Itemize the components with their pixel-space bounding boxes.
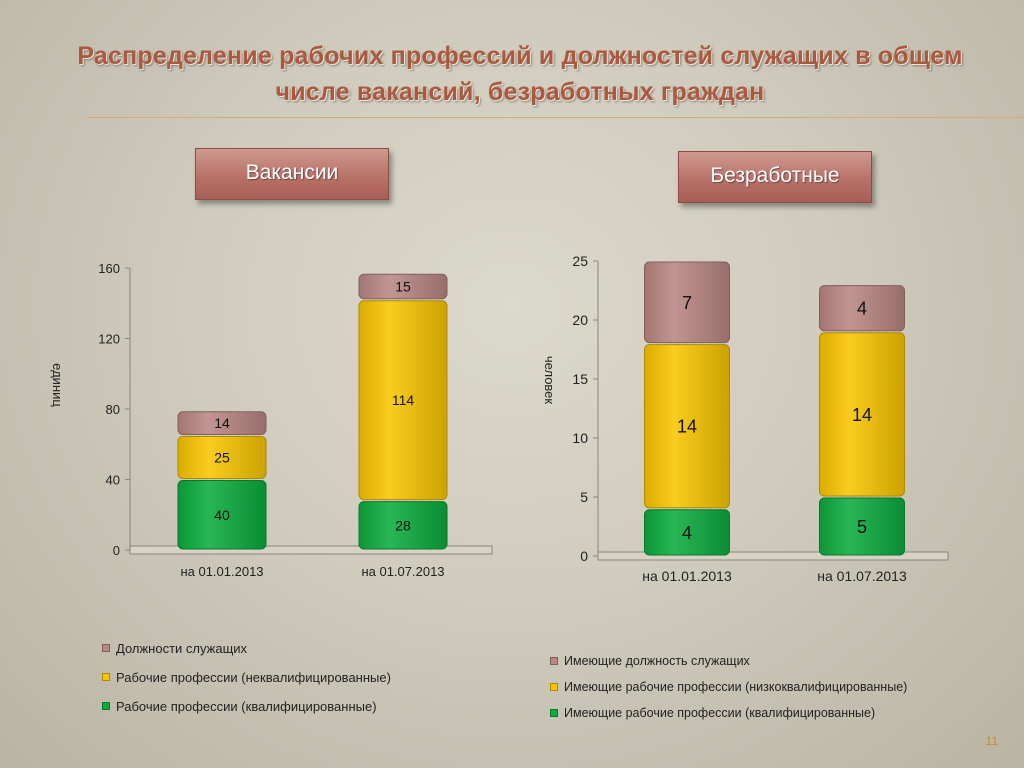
y-tick-label: 20 xyxy=(572,312,588,328)
bar-segment-skilled xyxy=(819,497,905,556)
y-tick-label: 160 xyxy=(98,261,120,276)
bar-segment-unskilled xyxy=(819,332,905,497)
data-label: 28 xyxy=(395,517,411,533)
y-tick-label: 25 xyxy=(572,253,588,269)
unemployed-header: Безработные xyxy=(678,151,872,203)
bar-segment-unskilled xyxy=(644,344,730,509)
data-label: 14 xyxy=(214,415,230,431)
legend-swatch-unskilled xyxy=(550,683,558,691)
y-axis-label: единиц xyxy=(50,363,65,407)
vacancies-header: Вакансии xyxy=(195,148,389,200)
data-label: 7 xyxy=(682,293,692,313)
legend-item-unskilled: Рабочие профессии (неквалифицированные) xyxy=(102,669,391,698)
data-label: 114 xyxy=(392,392,415,408)
x-category-label: на 01.01.2013 xyxy=(180,564,263,579)
bar-segment-employees xyxy=(819,285,905,332)
y-axis-label: человек xyxy=(542,356,557,405)
data-label: 4 xyxy=(682,523,692,543)
legend-label: Имеющие рабочие профессии (низкоквалифиц… xyxy=(564,680,908,694)
legend-swatch-skilled xyxy=(550,709,558,717)
y-tick-label: 0 xyxy=(113,543,120,558)
legend-swatch-employees xyxy=(550,657,558,665)
y-tick-label: 40 xyxy=(106,473,120,488)
y-tick-label: 10 xyxy=(572,430,588,446)
unemployed-legend: Имеющие должность служащих Имеющие рабоч… xyxy=(550,653,907,731)
legend-swatch-unskilled xyxy=(102,673,110,681)
bar-segment-unskilled xyxy=(177,435,267,479)
y-tick-label: 120 xyxy=(98,332,120,347)
legend-label: Имеющие рабочие профессии (квалифицирова… xyxy=(564,706,876,720)
y-tick-label: 5 xyxy=(580,489,588,505)
bar-segment-employees xyxy=(177,411,267,435)
bar-segment-skilled xyxy=(644,509,730,556)
y-tick-label: 0 xyxy=(580,548,588,564)
legend-item-employees: Должности служащих xyxy=(102,640,391,669)
title-divider xyxy=(88,117,1024,118)
legend-label: Должности служащих xyxy=(116,641,248,656)
x-category-label: на 01.07.2013 xyxy=(361,564,444,579)
legend-swatch-employees xyxy=(102,644,110,652)
x-category-label: на 01.01.2013 xyxy=(642,568,732,584)
page-title: Распределение рабочих профессий и должно… xyxy=(77,42,963,106)
bar-segment-skilled xyxy=(358,501,448,550)
data-label: 14 xyxy=(852,405,872,425)
legend-swatch-skilled xyxy=(102,702,110,710)
x-category-label: на 01.07.2013 xyxy=(817,568,907,584)
legend-item-unskilled: Имеющие рабочие профессии (низкоквалифиц… xyxy=(550,679,907,705)
data-label: 5 xyxy=(857,517,867,537)
legend-label: Рабочие профессии (неквалифицированные) xyxy=(116,670,391,685)
bar-segment-employees xyxy=(358,273,448,300)
y-tick-label: 80 xyxy=(106,402,120,417)
legend-item-skilled: Имеющие рабочие профессии (квалифицирова… xyxy=(550,705,907,731)
data-label: 25 xyxy=(214,450,230,466)
vacancies-legend: Должности служащих Рабочие профессии (не… xyxy=(102,640,391,727)
legend-label: Рабочие профессии (квалифицированные) xyxy=(116,699,377,714)
page-number: 11 xyxy=(985,734,998,748)
legend-item-skilled: Рабочие профессии (квалифицированные) xyxy=(102,698,391,727)
data-label: 15 xyxy=(395,279,411,295)
data-label: 4 xyxy=(857,299,867,319)
legend-item-employees: Имеющие должность служащих xyxy=(550,653,907,679)
y-tick-label: 15 xyxy=(572,371,588,387)
bar-segment-skilled xyxy=(177,480,267,550)
data-label: 40 xyxy=(214,507,230,523)
legend-label: Имеющие должность служащих xyxy=(564,654,750,668)
bar-segment-employees xyxy=(644,261,730,344)
bar-segment-unskilled xyxy=(358,300,448,501)
data-label: 14 xyxy=(677,417,697,437)
